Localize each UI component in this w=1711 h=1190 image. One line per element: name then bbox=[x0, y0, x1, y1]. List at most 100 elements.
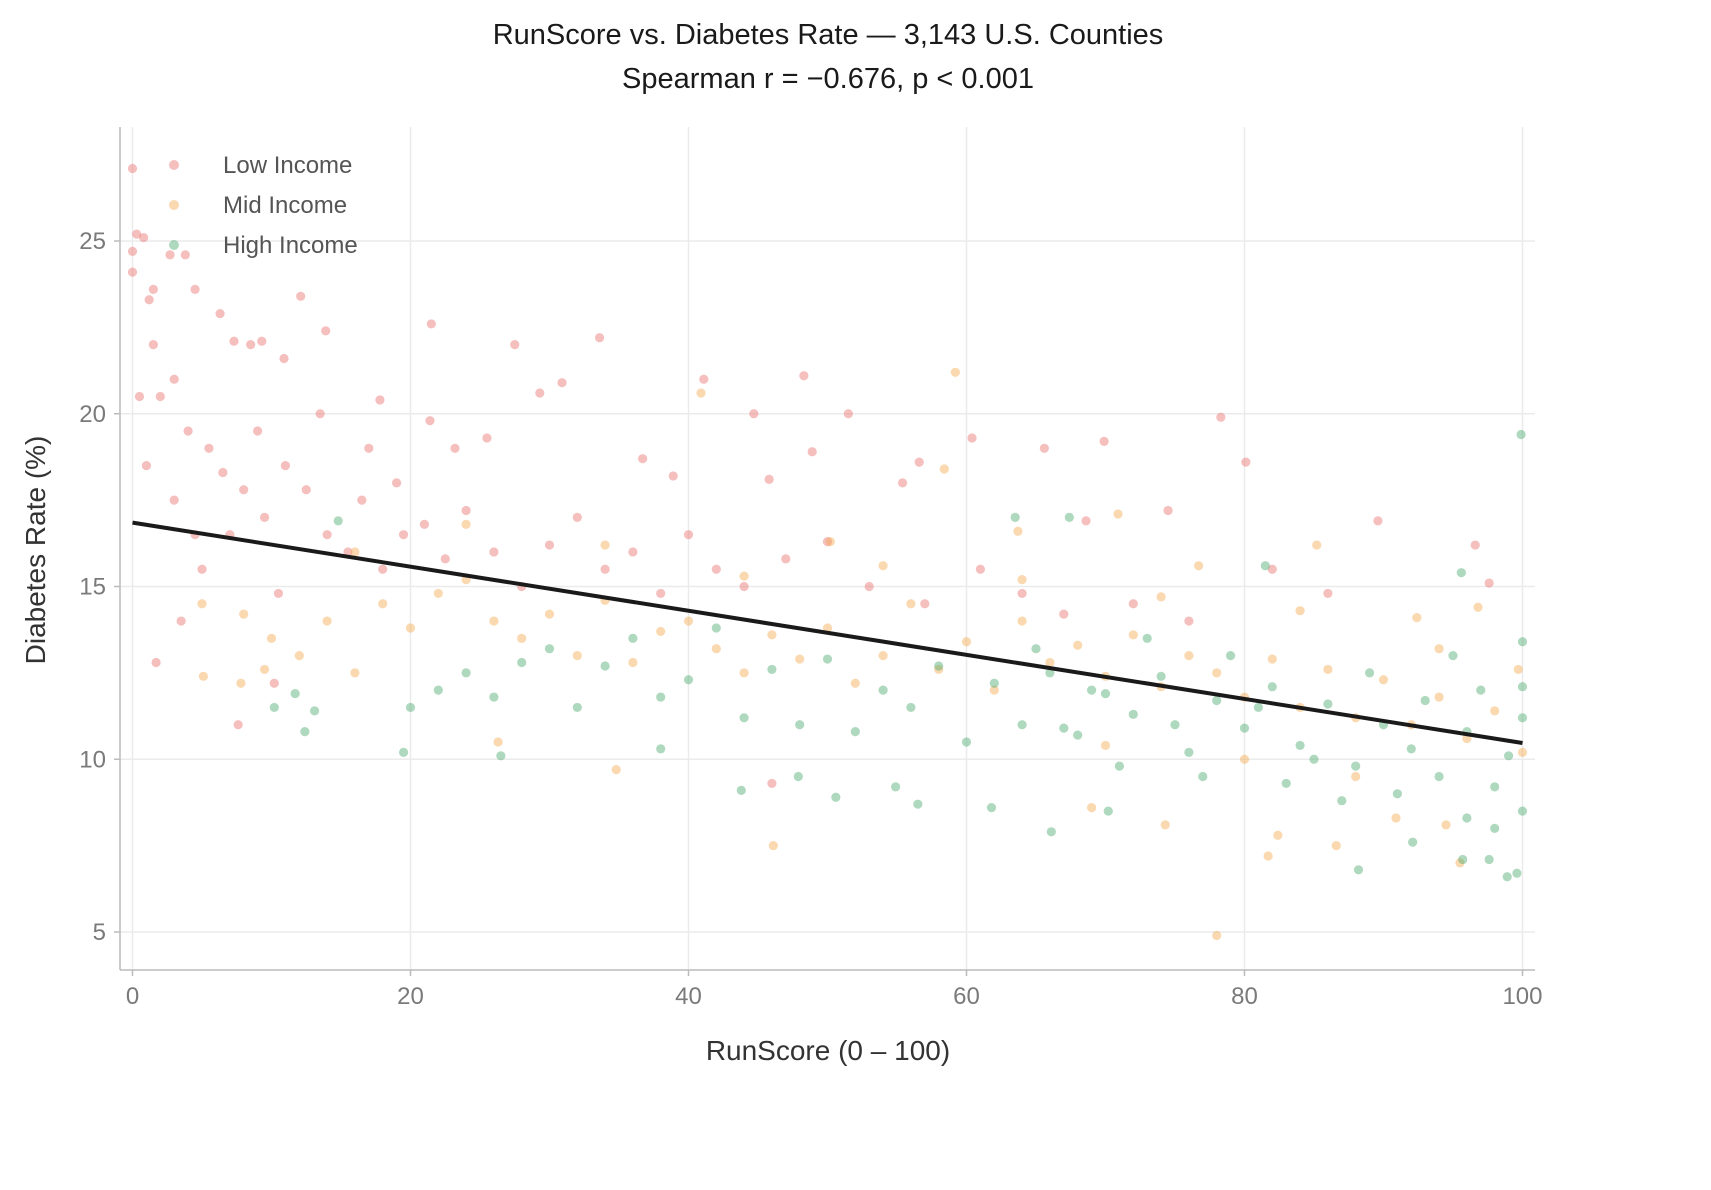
data-point bbox=[433, 588, 443, 599]
data-point bbox=[961, 637, 972, 647]
data-point bbox=[913, 799, 923, 809]
data-point bbox=[600, 540, 610, 550]
data-point bbox=[1441, 820, 1451, 830]
data-point bbox=[850, 678, 860, 688]
chart-subtitle: Spearman r = −0.676, p < 0.001 bbox=[622, 63, 1034, 95]
data-point bbox=[169, 495, 179, 505]
data-point bbox=[934, 661, 944, 671]
data-point bbox=[878, 561, 888, 571]
data-point bbox=[176, 616, 186, 626]
data-point bbox=[1456, 568, 1466, 578]
data-points bbox=[127, 163, 1528, 941]
data-point bbox=[1295, 606, 1305, 616]
data-point bbox=[1114, 761, 1124, 771]
data-point bbox=[1099, 436, 1109, 446]
data-point bbox=[1373, 516, 1383, 526]
data-point bbox=[419, 519, 430, 529]
data-point bbox=[656, 744, 666, 754]
data-point bbox=[1516, 429, 1526, 440]
data-point bbox=[1490, 823, 1500, 833]
data-point bbox=[1010, 512, 1020, 523]
data-point bbox=[989, 685, 999, 695]
data-point bbox=[1295, 740, 1305, 751]
x-tick-label: 40 bbox=[675, 983, 702, 1010]
data-point bbox=[1502, 872, 1512, 882]
data-point bbox=[1031, 644, 1041, 654]
legend-label: Mid Income bbox=[223, 192, 347, 219]
data-point bbox=[259, 512, 270, 523]
data-point bbox=[309, 706, 320, 716]
data-point bbox=[378, 564, 388, 574]
data-point bbox=[239, 485, 249, 495]
data-point bbox=[1128, 709, 1138, 719]
data-point bbox=[204, 443, 214, 453]
legend-marker bbox=[169, 200, 179, 210]
data-point bbox=[1408, 837, 1418, 847]
data-point bbox=[296, 291, 306, 301]
data-point bbox=[433, 685, 443, 695]
data-point bbox=[1017, 720, 1027, 730]
data-point bbox=[405, 702, 416, 713]
data-point bbox=[141, 460, 152, 471]
data-point bbox=[301, 485, 311, 495]
data-point bbox=[1391, 813, 1401, 823]
x-tick-label: 100 bbox=[1502, 983, 1542, 1010]
data-point bbox=[1490, 782, 1500, 792]
data-point bbox=[1073, 640, 1083, 650]
data-point bbox=[266, 633, 277, 643]
data-point bbox=[259, 664, 270, 675]
data-point bbox=[749, 409, 759, 419]
data-point bbox=[1337, 796, 1347, 806]
data-point bbox=[850, 727, 860, 737]
data-point bbox=[767, 664, 777, 675]
data-point bbox=[535, 388, 545, 398]
data-point bbox=[148, 284, 158, 294]
y-axis-label: Diabetes Rate (%) bbox=[20, 436, 51, 665]
data-point bbox=[197, 564, 207, 574]
data-point bbox=[739, 581, 749, 592]
data-point bbox=[843, 409, 853, 419]
data-point bbox=[767, 630, 777, 640]
data-point bbox=[517, 633, 527, 643]
data-point bbox=[197, 599, 207, 609]
data-point bbox=[246, 340, 256, 350]
data-point bbox=[1013, 526, 1023, 536]
data-point bbox=[781, 554, 791, 564]
data-point bbox=[1086, 685, 1097, 695]
data-point bbox=[1462, 813, 1472, 823]
data-point bbox=[600, 564, 610, 574]
data-point bbox=[1351, 771, 1361, 782]
x-tick-label: 20 bbox=[397, 983, 424, 1010]
data-point bbox=[364, 443, 374, 453]
data-point bbox=[405, 623, 416, 633]
data-point bbox=[1156, 671, 1166, 681]
data-point bbox=[378, 599, 388, 609]
data-point bbox=[767, 778, 777, 789]
data-point bbox=[628, 657, 638, 668]
data-point bbox=[426, 319, 436, 329]
data-point bbox=[572, 702, 582, 713]
data-point bbox=[656, 588, 666, 599]
data-point bbox=[169, 374, 179, 384]
data-point bbox=[1378, 675, 1389, 685]
data-point bbox=[1281, 778, 1291, 789]
data-point bbox=[392, 478, 402, 488]
data-point bbox=[878, 685, 888, 695]
data-point bbox=[127, 267, 138, 277]
series-high-income bbox=[269, 429, 1528, 882]
data-point bbox=[450, 443, 460, 453]
data-point bbox=[139, 232, 149, 243]
data-point bbox=[1364, 668, 1375, 678]
data-point bbox=[425, 416, 435, 426]
data-point bbox=[1216, 412, 1226, 422]
data-point bbox=[461, 519, 471, 529]
data-point bbox=[165, 250, 175, 260]
data-point bbox=[127, 246, 138, 256]
data-point bbox=[822, 536, 833, 547]
data-point bbox=[795, 654, 805, 664]
y-tick-label: 5 bbox=[93, 919, 106, 946]
y-tick-label: 10 bbox=[79, 746, 106, 773]
data-point bbox=[493, 737, 503, 747]
data-point bbox=[768, 841, 778, 851]
data-point bbox=[986, 803, 997, 813]
